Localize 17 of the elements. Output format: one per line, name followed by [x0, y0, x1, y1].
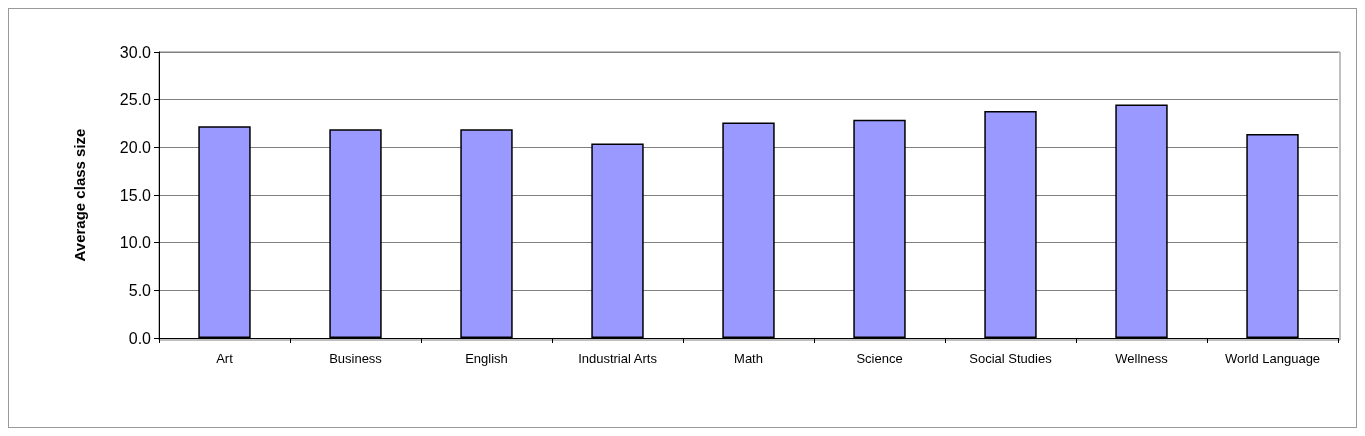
y-axis-title: Average class size [71, 128, 88, 262]
y-tick-label: 15.0 [119, 186, 152, 204]
x-tick-label: Art [216, 351, 234, 366]
x-tick-label: World Language [1224, 351, 1321, 366]
y-tick-label: 5.0 [128, 281, 152, 299]
y-tick-label: 25.0 [119, 91, 152, 109]
y-tick-label: 20.0 [119, 138, 152, 156]
x-tick-label: English [465, 351, 508, 366]
x-tick-label: Social Studies [969, 351, 1053, 366]
x-tick-label: Industrial Arts [578, 351, 658, 366]
y-tick-label: 30.0 [119, 43, 152, 61]
x-tick-label: Math [734, 351, 763, 366]
y-tick-label: 0.0 [128, 329, 152, 347]
x-tick-label: Wellness [1115, 351, 1169, 366]
y-tick-label: 10.0 [119, 234, 152, 252]
x-tick-label: Science [856, 351, 903, 366]
x-tick-label: Business [329, 351, 383, 366]
